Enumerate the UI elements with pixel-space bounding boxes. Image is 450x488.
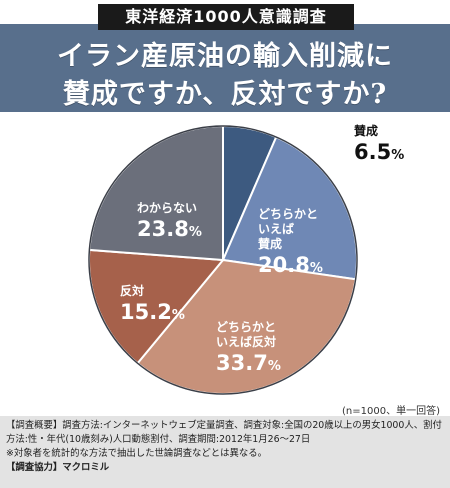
label-no: 反対 15.2%: [120, 284, 185, 329]
notes-cooperation-value: マクロミル: [62, 462, 110, 473]
pie-outline: [88, 125, 358, 395]
label-unknown-unit: %: [188, 225, 202, 240]
series-tag: 東洋経済1000人意識調査: [98, 4, 354, 30]
label-somewhat-yes: どちらかと いえば 賛成 20.8%: [258, 207, 323, 282]
label-somewhat-no-name-1: どちらかと: [216, 320, 277, 334]
label-unknown: わからない 23.8%: [137, 201, 202, 246]
label-somewhat-yes-name-3: 賛成: [258, 237, 283, 251]
label-yes-name: 賛成: [354, 124, 379, 138]
chart-title-line-2: 賛成ですか、反対ですか?: [62, 79, 388, 110]
label-somewhat-yes-name-1: どちらかと: [258, 207, 319, 221]
pie-chart: [88, 124, 358, 395]
label-somewhat-no: どちらかと いえば反対 33.7%: [216, 320, 281, 380]
label-yes-unit: %: [391, 148, 405, 163]
label-unknown-name: わからない: [137, 201, 198, 215]
notes-line-1: 【調査概要】調査方法:インターネットウェブ定量調査、調査対象:全国の20歳以上の…: [6, 420, 442, 431]
label-yes-value: 6.5: [354, 140, 392, 164]
label-somewhat-yes-name-2: いえば: [258, 222, 295, 236]
survey-notes: 【調査概要】調査方法:インターネットウェブ定量調査、調査対象:全国の20歳以上の…: [0, 416, 450, 488]
title-band: [0, 24, 450, 112]
label-no-name: 反対: [120, 284, 145, 298]
label-somewhat-yes-unit: %: [309, 261, 323, 276]
notes-cooperation-label: 【調査協力】: [6, 462, 63, 473]
label-unknown-value: 23.8: [137, 217, 189, 241]
label-somewhat-no-name-2: いえば反対: [216, 335, 277, 349]
label-yes: 賛成 6.5%: [354, 124, 404, 169]
label-no-unit: %: [171, 308, 185, 323]
notes-line-3: ※対象者を統計的な方法で抽出した世論調査などとは異なる。: [6, 448, 267, 459]
sample-size-note: (n=1000、単一回答): [342, 406, 440, 417]
label-somewhat-yes-value: 20.8: [258, 253, 310, 277]
label-somewhat-no-value: 33.7: [216, 351, 268, 375]
label-no-value: 15.2: [120, 300, 172, 324]
notes-line-2: 方法:性・年代(10歳刻み)人口動態割付、調査期間:2012年1月26〜27日: [6, 434, 311, 445]
label-somewhat-no-unit: %: [267, 359, 281, 374]
chart-title-line-1: イラン産原油の輸入削減に: [57, 41, 393, 72]
